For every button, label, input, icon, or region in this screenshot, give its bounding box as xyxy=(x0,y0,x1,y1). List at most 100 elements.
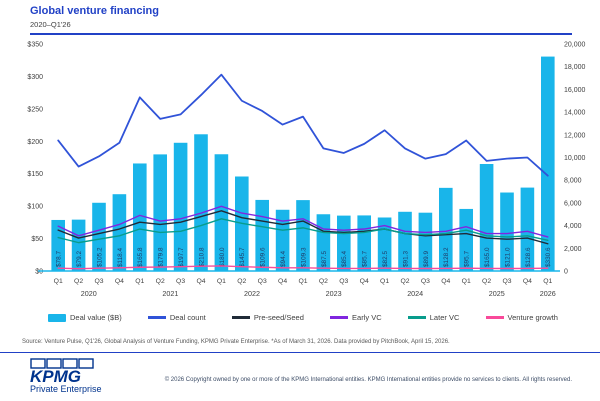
kpmg-logo-icon: KPMG xyxy=(30,358,94,386)
bar-deal-value xyxy=(173,142,188,271)
x-axis-quarter-label: Q1 xyxy=(298,278,307,285)
logo-subtitle: Private Enterprise xyxy=(30,384,102,394)
bar-value-label: $330.6 xyxy=(545,247,552,267)
right-axis-tick: 4,000 xyxy=(564,223,582,230)
deal-count-line-icon xyxy=(147,316,166,319)
right-axis-tick: 2,000 xyxy=(564,246,582,253)
source-note: Source: Venture Pulse, Q1'26, Global Ana… xyxy=(22,339,450,345)
bar-value-label: $145.7 xyxy=(239,247,246,267)
bar-value-label: $91.3 xyxy=(402,251,409,267)
kpmg-logo: KPMG xyxy=(30,358,150,390)
x-axis-quarter-label: Q2 xyxy=(482,278,491,285)
left-axis-tick: $150 xyxy=(27,171,43,178)
legend-item-preseed: Pre-seed/Seed xyxy=(231,313,304,322)
x-axis-quarter-label: Q1 xyxy=(135,278,144,285)
page-subtitle: 2020–Q1'26 xyxy=(30,20,71,29)
bar-value-label: $105.2 xyxy=(96,247,103,267)
right-axis-tick: 8,000 xyxy=(564,178,582,185)
right-axis-tick: 16,000 xyxy=(564,87,586,94)
x-axis-quarter-label: Q3 xyxy=(502,278,511,285)
line-pre-seed-seed xyxy=(57,210,549,245)
legend-item-deal-count: Deal count xyxy=(147,313,206,322)
bar-value-label: $87.5 xyxy=(321,251,328,267)
right-axis-tick: 6,000 xyxy=(564,200,582,207)
left-axis-tick: $250 xyxy=(27,106,43,113)
x-axis-quarter-label: Q2 xyxy=(156,278,165,285)
right-axis-tick: 18,000 xyxy=(564,64,586,71)
x-axis-quarter-label: Q1 xyxy=(543,278,552,285)
venture-growth-line-icon xyxy=(485,316,504,319)
x-axis-quarter-label: Q4 xyxy=(360,278,369,285)
chart-legend: Deal value ($B) Deal count Pre-seed/Seed… xyxy=(48,313,558,322)
legend-item-deal-value: Deal value ($B) xyxy=(48,313,122,322)
legend-item-early-vc: Early VC xyxy=(330,313,382,322)
bar-deal-value xyxy=(296,200,310,271)
x-axis-quarter-label: Q4 xyxy=(196,278,205,285)
x-axis-year-label: 2024 xyxy=(407,289,423,298)
left-axis-tick: $350 xyxy=(27,42,43,49)
legend-label: Later VC xyxy=(429,313,460,322)
legend-label: Pre-seed/Seed xyxy=(253,313,304,322)
chart-area: $350 $300 $250 $200 $150 $100 $50 $0 20,000 18,00… xyxy=(0,38,600,300)
x-axis-quarter-label: Q2 xyxy=(237,278,246,285)
x-axis-quarter-label: Q4 xyxy=(115,278,124,285)
bar-deal-value xyxy=(112,194,127,271)
bar-value-label: $121.0 xyxy=(504,247,511,267)
right-axis-tick: 14,000 xyxy=(564,110,586,117)
bar-value-label: $85.4 xyxy=(341,251,348,267)
legend-label: Deal count xyxy=(169,313,206,322)
bar-deal-value xyxy=(153,154,167,271)
left-axis-tick: $100 xyxy=(27,204,43,211)
x-axis-quarter-label: Q3 xyxy=(258,278,267,285)
bar-deal-value xyxy=(459,208,473,271)
bar-value-label: $78.7 xyxy=(56,251,63,267)
x-axis-quarter-label: Q2 xyxy=(74,278,83,285)
bar-deal-value xyxy=(316,214,331,271)
bar-value-label: $128.6 xyxy=(525,247,532,267)
bar-value-label: $79.2 xyxy=(76,251,83,267)
bar-value-label: $180.0 xyxy=(219,247,226,267)
legend-label: Venture growth xyxy=(507,313,558,322)
x-axis-quarter-label: Q4 xyxy=(441,278,450,285)
legend-label: Early VC xyxy=(352,313,382,322)
header-divider xyxy=(30,33,572,35)
line-venture-growth xyxy=(57,265,549,270)
bar-deal-value xyxy=(194,134,208,271)
x-axis-quarter-label: Q4 xyxy=(523,278,532,285)
x-axis-quarter-label: Q2 xyxy=(319,278,328,285)
bar-deal-value xyxy=(439,187,453,271)
x-axis-year-label: 2026 xyxy=(540,289,556,298)
left-axis-tick: $200 xyxy=(27,139,43,146)
kpmg-logo-text: KPMG xyxy=(30,367,81,385)
x-axis-quarter-label: Q3 xyxy=(176,278,185,285)
bar-value-label: $118.4 xyxy=(117,247,124,267)
preseed-line-icon xyxy=(231,316,250,319)
x-axis-quarter-label: Q1 xyxy=(217,278,226,285)
venture-financing-chart: $350 $300 $250 $200 $150 $100 $50 $0 20,000 18,00… xyxy=(27,42,586,299)
bar-value-label: $89.9 xyxy=(423,251,430,267)
bar-value-label: $128.2 xyxy=(443,247,450,267)
bar-deal-value xyxy=(92,202,106,271)
bar-value-label: $179.8 xyxy=(158,247,165,267)
x-axis-quarter-label: Q3 xyxy=(339,278,348,285)
bar-value-label: $165.8 xyxy=(137,247,144,267)
x-axis-year-label: 2023 xyxy=(326,289,342,298)
x-axis-year-label: 2020 xyxy=(81,289,97,298)
x-axis-year-label: 2022 xyxy=(244,289,260,298)
x-axis-quarter-label: Q4 xyxy=(278,278,287,285)
early-vc-line-icon xyxy=(330,316,349,319)
bar-deal-value xyxy=(71,219,86,271)
bar-deal-value xyxy=(418,212,433,271)
left-axis-tick: $0 xyxy=(35,269,43,276)
left-axis-tick: $300 xyxy=(27,74,43,81)
bar-value-label: $94.4 xyxy=(280,251,287,267)
bar-value-label: $210.8 xyxy=(198,247,205,267)
bar-value-label: $165.0 xyxy=(484,247,491,267)
right-axis-tick: 20,000 xyxy=(564,42,586,49)
bar-deal-value xyxy=(520,187,535,271)
line-later-vc xyxy=(57,218,549,244)
right-axis-tick: 0 xyxy=(564,269,568,276)
x-axis-quarter-label: Q1 xyxy=(462,278,471,285)
bar-value-label: $109.3 xyxy=(300,247,307,267)
bar-deal-value xyxy=(377,217,392,271)
